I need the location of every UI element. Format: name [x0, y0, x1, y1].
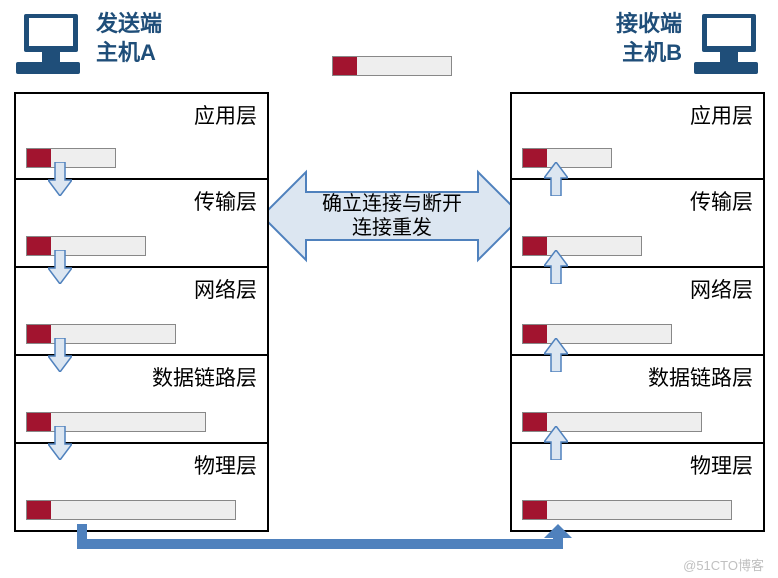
arrow-down-icon [48, 426, 72, 460]
arrow-up-icon [544, 162, 568, 196]
packet-head [27, 501, 51, 519]
arrow-down-icon [48, 162, 72, 196]
left-layer-title-1: 传输层 [194, 186, 257, 216]
right-layer-0: 应用层 [510, 92, 765, 180]
arrow-down-icon [48, 250, 72, 284]
arrow-up-icon [544, 250, 568, 284]
arrow-up-icon [544, 338, 568, 372]
watermark: @51CTO博客 [683, 555, 764, 574]
right-layer-title-3: 数据链路层 [648, 362, 753, 392]
left-layer-title-4: 物理层 [194, 450, 257, 480]
arrow-down-icon [48, 338, 72, 372]
left-packet-4 [26, 500, 236, 520]
right-packet-4 [522, 500, 732, 520]
center-text-1: 确立连接与断开 [322, 192, 462, 215]
left-layer-title-0: 应用层 [194, 100, 257, 130]
receiver-line1: 接收端 [562, 10, 682, 39]
receiver-label: 接收端 主机B [562, 10, 682, 67]
left-layer-0: 应用层 [14, 92, 269, 180]
packet-head [523, 501, 547, 519]
top-data-packet [332, 56, 452, 76]
center-text-2: 连接重发 [352, 216, 432, 239]
right-layer-title-1: 传输层 [690, 186, 753, 216]
right-layer-title-0: 应用层 [690, 100, 753, 130]
packet-head [333, 57, 357, 75]
center-double-arrow: 确立连接与断开 连接重发 [262, 168, 522, 264]
sender-line1: 发送端 [96, 10, 162, 39]
sender-line2: 主机A [96, 39, 162, 68]
left-layer-title-2: 网络层 [194, 274, 257, 304]
sender-computer-icon [14, 12, 88, 76]
receiver-computer-icon [692, 12, 766, 76]
right-packet-1 [522, 236, 642, 256]
right-layer-title-2: 网络层 [690, 274, 753, 304]
left-layer-title-3: 数据链路层 [152, 362, 257, 392]
left-packet-1 [26, 236, 146, 256]
receiver-stack: 应用层传输层网络层数据链路层物理层 [510, 92, 765, 532]
sender-label: 发送端 主机A [96, 10, 162, 67]
arrow-up-icon [544, 426, 568, 460]
receiver-line2: 主机B [562, 39, 682, 68]
sender-stack: 应用层传输层网络层数据链路层物理层 [14, 92, 269, 532]
right-layer-title-4: 物理层 [690, 450, 753, 480]
